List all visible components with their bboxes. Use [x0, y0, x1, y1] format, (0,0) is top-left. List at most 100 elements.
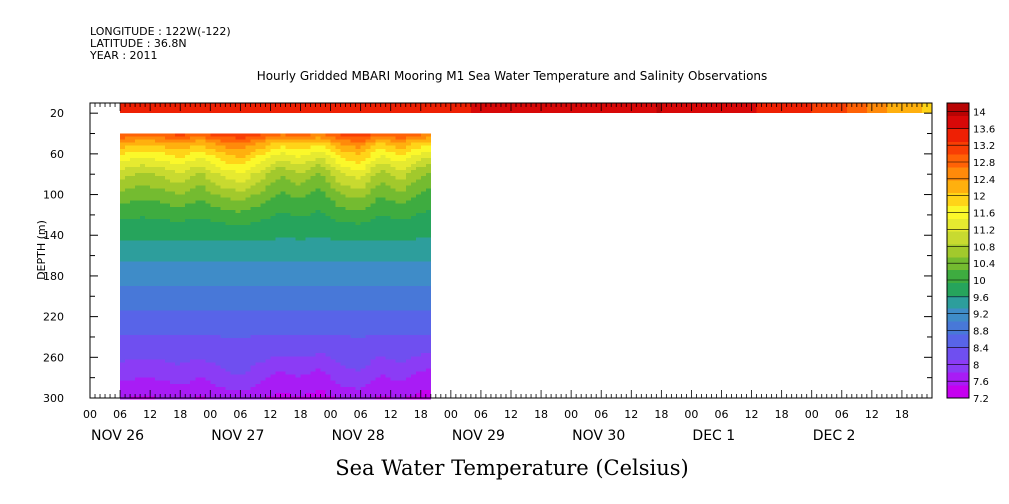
profile-cell	[220, 218, 226, 223]
profile-cell	[165, 249, 171, 253]
profile-cell	[290, 194, 296, 199]
profile-cell	[380, 276, 387, 281]
profile-cell	[150, 234, 156, 238]
profile-cell	[250, 362, 256, 366]
profile-cell	[340, 310, 347, 314]
profile-cell	[320, 225, 326, 229]
profile-cell	[265, 167, 271, 171]
surface-cell	[165, 103, 171, 114]
profile-cell	[175, 270, 181, 275]
profile-cell	[270, 228, 276, 232]
profile-cell	[355, 270, 362, 275]
profile-cell	[240, 133, 246, 137]
profile-cell	[185, 337, 191, 342]
profile-cell	[335, 304, 341, 308]
profile-cell	[260, 212, 266, 217]
profile-cell	[245, 252, 251, 256]
profile-cell	[280, 304, 286, 308]
profile-cell	[175, 380, 181, 385]
profile-cell	[305, 353, 311, 357]
profile-cell	[180, 142, 186, 147]
surface-cell	[435, 103, 442, 114]
profile-cell	[390, 392, 397, 397]
surface-cell	[511, 103, 517, 114]
profile-cell	[175, 325, 181, 330]
profile-cell	[245, 280, 251, 284]
profile-cell	[345, 246, 352, 250]
profile-cell	[325, 218, 331, 223]
profile-cell	[270, 289, 276, 293]
profile-cell	[355, 136, 362, 141]
profile-cell	[380, 301, 387, 305]
profile-cell	[145, 280, 151, 284]
profile-cell	[250, 237, 256, 241]
profile-cell	[245, 362, 251, 366]
profile-cell	[280, 273, 286, 278]
profile-cell	[305, 386, 311, 391]
profile-cell	[395, 167, 402, 171]
profile-cell	[150, 319, 156, 324]
profile-cell	[195, 386, 201, 391]
profile-cell	[280, 316, 286, 321]
profile-cell	[350, 383, 357, 388]
profile-cell	[290, 270, 296, 275]
profile-cell	[260, 295, 266, 299]
profile-cell	[185, 392, 191, 397]
profile-cell	[355, 334, 362, 339]
profile-cell	[385, 298, 392, 302]
profile-cell	[145, 267, 151, 272]
profile-cell	[120, 133, 126, 137]
profile-cell	[330, 389, 336, 394]
profile-cell	[125, 215, 131, 220]
profile-cell	[210, 200, 216, 205]
profile-cell	[295, 374, 301, 379]
profile-cell	[320, 368, 326, 372]
profile-cell	[305, 231, 311, 235]
profile-cell	[220, 383, 226, 388]
profile-cell	[315, 164, 321, 168]
profile-cell	[245, 240, 251, 244]
profile-cell	[195, 160, 201, 165]
profile-cell	[130, 392, 136, 397]
profile-cell	[175, 215, 181, 220]
profile-cell	[175, 289, 181, 293]
profile-cell	[245, 215, 251, 220]
profile-cell	[375, 151, 382, 156]
profile-cell	[215, 240, 221, 244]
profile-cell	[350, 188, 357, 192]
profile-cell	[255, 170, 261, 174]
profile-cell	[225, 157, 231, 162]
surface-cell	[315, 103, 321, 114]
profile-cell	[265, 389, 271, 394]
profile-cell	[320, 237, 326, 241]
profile-cell	[205, 341, 211, 345]
profile-cell	[370, 334, 377, 339]
profile-cell	[370, 353, 377, 357]
profile-cell	[380, 212, 387, 217]
profile-cell	[330, 234, 336, 238]
surface-cell	[355, 103, 362, 114]
profile-cell	[335, 154, 341, 159]
profile-cell	[390, 191, 397, 195]
profile-cell	[370, 200, 377, 205]
profile-cell	[290, 371, 296, 376]
profile-cell	[280, 200, 286, 205]
profile-cell	[155, 188, 161, 192]
profile-cell	[175, 157, 181, 162]
profile-cell	[205, 252, 211, 256]
profile-cell	[225, 377, 231, 382]
profile-cell	[385, 286, 392, 290]
profile-cell	[375, 139, 382, 144]
profile-cell	[240, 267, 246, 272]
profile-cell	[140, 160, 146, 165]
profile-cell	[360, 331, 367, 336]
profile-cell	[155, 191, 161, 195]
surface-cell	[455, 103, 462, 114]
profile-cell	[350, 136, 357, 141]
profile-cell	[155, 298, 161, 302]
profile-cell	[285, 234, 291, 238]
profile-cell	[295, 276, 301, 281]
profile-cell	[235, 170, 241, 174]
surface-cell	[125, 103, 131, 114]
profile-cell	[215, 164, 221, 168]
